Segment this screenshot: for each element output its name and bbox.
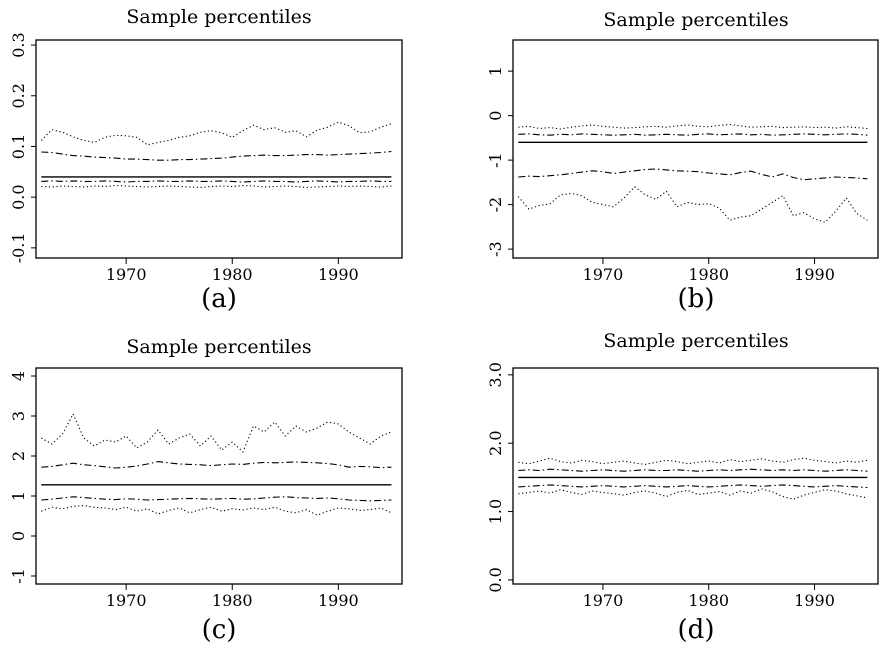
chart-title: Sample percentiles bbox=[126, 6, 312, 28]
y-tick-label: 4 bbox=[9, 371, 28, 381]
x-tick-label: 1980 bbox=[688, 591, 729, 610]
series-line-dashdot bbox=[518, 468, 868, 472]
chart-plot: 1970 1980 1990 -3 -2 -1 0 1 bbox=[486, 39, 879, 284]
y-tick-label: 0.3 bbox=[9, 32, 28, 57]
y-tick-label: 1 bbox=[9, 491, 28, 501]
x-tick-label: 1970 bbox=[583, 591, 624, 610]
chart-panel-d: Sample percentiles 1970 1980 1990 0.0 1.0 2.0… bbox=[441, 322, 882, 645]
plot-frame bbox=[35, 367, 403, 585]
y-tick-label: 0.0 bbox=[9, 184, 28, 209]
y-tick-label: 1.0 bbox=[486, 499, 505, 524]
chart-caption: (d) bbox=[677, 615, 715, 645]
plot-frame bbox=[35, 39, 403, 259]
plot-frame bbox=[512, 39, 879, 259]
series-line-dotted bbox=[517, 186, 868, 223]
y-tick-label: 0 bbox=[486, 111, 505, 121]
chart-caption: (a) bbox=[201, 284, 237, 314]
series-line-dashdot bbox=[41, 180, 392, 183]
y-tick-label: 0 bbox=[9, 531, 28, 541]
series-line-dashdot bbox=[518, 133, 868, 136]
series-line-dotted bbox=[518, 457, 868, 465]
series-line-dashdot bbox=[41, 150, 392, 161]
x-tick-label: 1970 bbox=[106, 265, 147, 284]
series-line-dashdot bbox=[41, 496, 392, 502]
chart-plot: 1970 1980 1990 0.0 1.0 2.0 3.0 bbox=[486, 362, 879, 610]
chart-title: Sample percentiles bbox=[603, 9, 789, 31]
x-tick-label: 1990 bbox=[794, 265, 835, 284]
y-tick-label: 3.0 bbox=[486, 362, 505, 387]
series-line-dotted bbox=[518, 123, 868, 130]
series-line-dashdot bbox=[518, 484, 868, 489]
series-line-dotted bbox=[518, 488, 868, 500]
x-tick-label: 1970 bbox=[583, 265, 624, 284]
y-tick-label: -1 bbox=[486, 152, 505, 168]
chart-plot: 1970 1980 1990 -1 0 1 2 3 4 bbox=[9, 367, 403, 610]
y-tick-label: 3 bbox=[9, 411, 28, 421]
chart-caption: (b) bbox=[677, 284, 715, 314]
chart-title: Sample percentiles bbox=[603, 330, 789, 352]
x-tick-label: 1980 bbox=[212, 591, 253, 610]
series-line-dotted bbox=[41, 505, 392, 516]
series-line-dashdot bbox=[41, 461, 392, 469]
series-line-dotted bbox=[41, 413, 392, 453]
y-tick-label: -0.1 bbox=[9, 232, 28, 263]
y-tick-label: 0.2 bbox=[9, 83, 28, 108]
y-tick-label: -2 bbox=[486, 197, 505, 213]
y-tick-label: 2 bbox=[9, 451, 28, 461]
series-line-dotted bbox=[40, 121, 392, 146]
plot-frame bbox=[512, 367, 879, 585]
chart-panel-c: Sample percentiles 1970 1980 1990 -1 0 1 2 3 4 (… bbox=[0, 322, 441, 645]
y-tick-label: -3 bbox=[486, 241, 505, 257]
series-line-dashdot bbox=[518, 168, 868, 181]
chart-panel-b: Sample percentiles 1970 1980 1990 -3 -2 -1 0 1 … bbox=[441, 0, 882, 322]
series-line-dotted bbox=[41, 184, 392, 189]
x-tick-label: 1980 bbox=[688, 265, 729, 284]
x-tick-label: 1980 bbox=[212, 265, 253, 284]
chart-caption: (c) bbox=[201, 615, 237, 645]
y-tick-label: 0.0 bbox=[486, 567, 505, 592]
chart-title: Sample percentiles bbox=[126, 336, 312, 358]
x-tick-label: 1990 bbox=[318, 265, 359, 284]
x-tick-label: 1990 bbox=[318, 591, 359, 610]
y-tick-label: -1 bbox=[9, 568, 28, 584]
x-tick-label: 1970 bbox=[106, 591, 147, 610]
y-tick-label: 2.0 bbox=[486, 430, 505, 455]
chart-panel-a: Sample percentiles 1970 1980 1990 -0.1 0.0 0.… bbox=[0, 0, 441, 322]
x-tick-label: 1990 bbox=[794, 591, 835, 610]
y-tick-label: 1 bbox=[486, 66, 505, 76]
y-tick-label: 0.1 bbox=[9, 134, 28, 159]
chart-plot: 1970 1980 1990 -0.1 0.0 0.1 0.2 0.3 bbox=[9, 32, 403, 284]
